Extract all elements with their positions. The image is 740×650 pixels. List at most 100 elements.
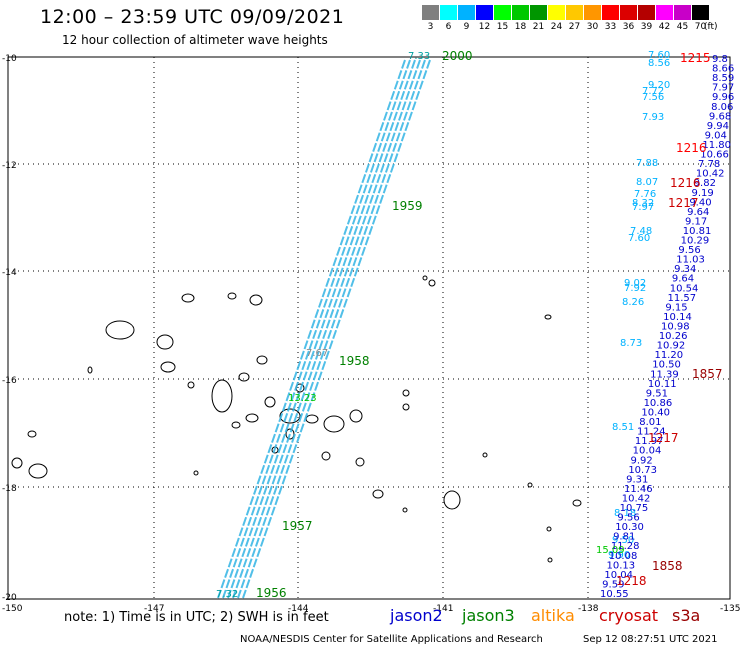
island-outline (227, 292, 237, 300)
track-value-label: 9.64 (687, 207, 709, 218)
track-value-label: 9.20 (648, 80, 670, 91)
track-value-label: 7.60 (628, 233, 650, 244)
track-value-label: 7.88 (636, 158, 658, 169)
track-value-label: 9.04 (705, 130, 727, 141)
track-value-label: 7.72 (642, 86, 664, 97)
island-outline (422, 275, 428, 281)
track-time-label: 1857 (692, 367, 723, 381)
track-line (217, 59, 406, 599)
track-value-label: 8.06 (711, 102, 733, 113)
track-value-label: 10.30 (615, 522, 644, 533)
track-line (232, 59, 421, 599)
track-value-label: 10.92 (657, 341, 686, 352)
satellite-label-s3a: s3a (672, 606, 701, 625)
track-value-label: 15.09 (596, 545, 625, 556)
track-value-label: 8.18 (614, 508, 636, 519)
island-outline (355, 457, 365, 467)
island-outline (181, 293, 195, 303)
track-value-label: 9.15 (665, 302, 687, 313)
lon-label: -144 (288, 604, 309, 614)
track-value-label: 11.97 (635, 436, 664, 447)
track-value-label: 10.42 (622, 493, 651, 504)
track-value-label: 9.34 (674, 264, 696, 275)
track-value-label: 10.11 (648, 379, 677, 390)
lon-label: -141 (433, 604, 453, 614)
track-value-label: 9.02 (624, 278, 646, 289)
track-line (222, 59, 411, 599)
track-value-label: 10.13 (607, 560, 636, 571)
track-value-label: 11.20 (654, 350, 683, 361)
legend-swatch (422, 5, 439, 20)
lon-label: -150 (2, 604, 23, 614)
track-line (227, 59, 416, 599)
legend-swatch (656, 5, 673, 20)
track-time-label: 1215 (680, 51, 711, 65)
island-outline (87, 366, 93, 374)
track-time-label: 2000 (442, 49, 473, 63)
island-outline (193, 470, 199, 476)
track-time-label: 1216 (676, 141, 707, 155)
track-value-label: 10.40 (641, 407, 670, 418)
track-line (242, 59, 431, 599)
track-value-label: 9.50 (612, 535, 634, 546)
track-value-label: 7.32 (216, 589, 238, 600)
track-value-label: 10.86 (644, 398, 673, 409)
legend-swatch (674, 5, 691, 20)
track-time-label: 1217 (648, 431, 679, 445)
island-outline (402, 389, 410, 397)
legend-swatch (602, 5, 619, 20)
legend-swatch-label: 6 (445, 22, 452, 32)
track-time-label: 1216 (670, 176, 701, 190)
legend-swatch-label: 33 (604, 22, 617, 32)
track-value-label: 10.66 (700, 150, 729, 161)
satellite-track-left (217, 59, 431, 599)
islands (11, 275, 582, 563)
island-outline (443, 490, 461, 510)
island-outline (402, 403, 410, 411)
track-value-label: 7.33 (408, 51, 430, 62)
track-value-label: 9.56 (678, 245, 700, 256)
track-value-label: 7.97 (712, 83, 734, 94)
island-outline (187, 381, 195, 389)
lat-label: -18 (2, 484, 17, 494)
legend-swatch (548, 5, 565, 20)
island-outline (546, 526, 552, 532)
island-outline (527, 482, 533, 488)
track-value-label: 9.94 (707, 121, 729, 132)
island-outline (264, 396, 276, 408)
track-value-label: 11.39 (650, 369, 679, 380)
track-time-label: 1959 (392, 199, 423, 213)
track-value-label: 10.50 (652, 360, 681, 371)
track-value-label: 9.96 (712, 92, 734, 103)
map-frame (7, 56, 731, 600)
legend-swatch-label: 45 (676, 22, 689, 32)
satellite-label-jason3: jason3 (462, 606, 515, 625)
island-outline (428, 279, 436, 287)
satellite-label-altika: altika (531, 606, 575, 625)
island-outline (279, 408, 301, 424)
island-outline (572, 499, 582, 507)
legend-swatch (530, 5, 547, 20)
island-outline (27, 430, 37, 438)
track-value-label: 7.76 (634, 189, 656, 200)
legend-swatch (494, 5, 511, 20)
track-value-label: 9.90 (608, 550, 630, 561)
track-value-label: 10.29 (681, 236, 710, 247)
island-outline (349, 409, 363, 423)
island-outline (482, 452, 488, 458)
track-time-label: 1858 (652, 559, 683, 573)
lon-label: -138 (578, 604, 599, 614)
track-value-label: 9.81 (613, 532, 635, 543)
lon-label: -147 (144, 604, 164, 614)
track-value-label: 7.48 (630, 226, 652, 237)
track-value-label: 10.81 (683, 226, 712, 237)
legend-swatch (512, 5, 529, 20)
legend-swatch-label: 27 (568, 22, 581, 32)
track-value-label: 9.31 (626, 474, 648, 485)
legend-swatch (584, 5, 601, 20)
track-value-label: 8.56 (648, 58, 670, 69)
legend-swatch (692, 5, 709, 20)
track-value-label: 8.59 (712, 73, 734, 84)
track-value-label: 8.73 (620, 338, 642, 349)
